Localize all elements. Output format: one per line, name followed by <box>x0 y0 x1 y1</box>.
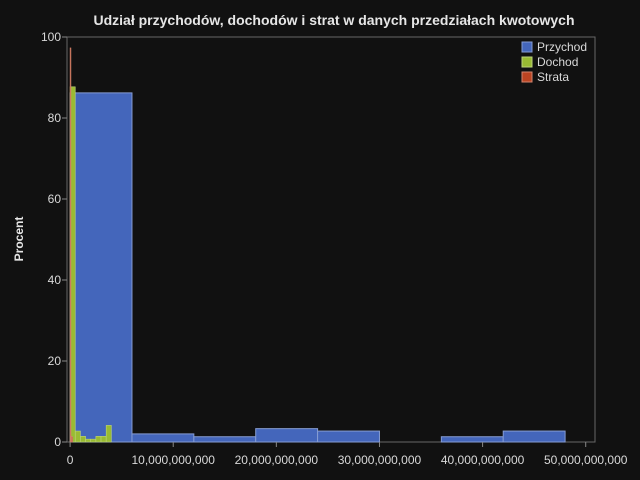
bar-przychod-3 <box>255 428 319 443</box>
bar-przychod-4 <box>317 430 380 443</box>
y-tick-label: 20 <box>48 354 62 368</box>
bar-przychod-0 <box>69 92 133 443</box>
bar-przychod-1 <box>131 433 195 443</box>
legend-item-strata: Strata <box>521 70 569 84</box>
legend-item-dochod: Dochod <box>521 55 578 69</box>
bar-przychod-7 <box>502 430 566 443</box>
bar-przychod-6 <box>440 436 504 443</box>
legend-item-przychod: Przychod <box>521 40 587 54</box>
x-tick-label: 50,000,000,000 <box>544 453 628 467</box>
bar-dochod-6 <box>100 436 107 443</box>
y-axis-ticks: 0 20 40 60 80 100 <box>41 30 67 449</box>
bars <box>69 47 566 443</box>
y-tick-label: 100 <box>41 30 61 44</box>
legend-label: Dochod <box>537 55 578 69</box>
y-tick-label: 80 <box>48 111 62 125</box>
bar-dochod-5 <box>95 436 102 443</box>
legend-swatch <box>521 41 533 53</box>
bar-dochod-2 <box>80 436 86 443</box>
legend-label: Strata <box>537 70 569 84</box>
bar-dochod-4 <box>90 438 97 443</box>
x-tick-label: 20,000,000,000 <box>235 453 319 467</box>
chart-title: Udział przychodów, dochodów i strat w da… <box>94 12 575 28</box>
x-axis-ticks: 0 10,000,000,000 20,000,000,000 30,000,000,… <box>67 442 628 467</box>
y-tick-label: 60 <box>48 192 62 206</box>
x-tick-label: 30,000,000,000 <box>338 453 422 467</box>
y-axis-label: Procent <box>12 217 26 262</box>
bar-strata-0 <box>69 47 72 443</box>
legend-swatch <box>521 56 533 68</box>
y-tick-label: 40 <box>48 273 62 287</box>
x-tick-label: 10,000,000,000 <box>132 453 216 467</box>
bar-dochod-7 <box>105 425 112 443</box>
bar-strata-2 <box>71 436 73 443</box>
y-tick-label: 0 <box>54 435 61 449</box>
legend-swatch <box>521 71 533 83</box>
legend-label: Przychod <box>537 40 587 54</box>
series-przychod <box>69 92 566 443</box>
x-tick-label: 40,000,000,000 <box>441 453 525 467</box>
bar-dochod-1 <box>74 430 81 443</box>
bar-dochod-3 <box>85 438 92 443</box>
bar-przychod-2 <box>193 436 257 443</box>
x-tick-label: 0 <box>67 453 74 467</box>
